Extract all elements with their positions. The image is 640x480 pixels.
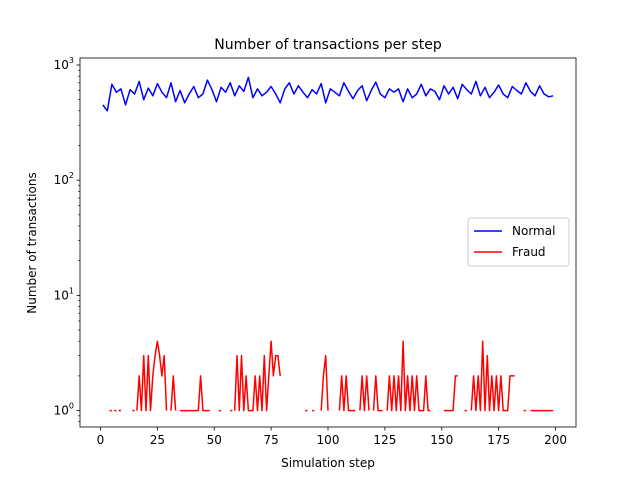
chart-title: Number of transactions per step xyxy=(214,37,442,53)
legend-box xyxy=(467,217,570,267)
x-tick-label: 175 xyxy=(487,433,510,447)
y-axis-label: Number of transactions xyxy=(25,172,39,313)
series-fraud-line-13 xyxy=(338,375,356,412)
series-fraud-line-9 xyxy=(233,340,281,412)
legend-fraud-label: Fraud xyxy=(512,245,546,259)
y-tick-label: 103 xyxy=(54,56,74,72)
series-fraud-line-6 xyxy=(180,375,210,412)
x-tick-label: 125 xyxy=(373,433,396,447)
x-tick-label: 100 xyxy=(317,433,340,447)
y-tick-label: 100 xyxy=(54,402,74,418)
series-fraud-line-17 xyxy=(444,375,458,412)
x-axis-label: Simulation step xyxy=(281,456,375,470)
y-tick-label: 102 xyxy=(54,171,74,187)
series-fraud-line-5 xyxy=(170,375,177,411)
x-tick-label: 200 xyxy=(544,433,567,447)
x-tick-label: 0 xyxy=(97,433,105,447)
legend-normal-label: Normal xyxy=(512,224,555,238)
series-fraud-line-16 xyxy=(386,340,431,412)
x-tick-label: 50 xyxy=(207,433,222,447)
series-fraud-line-4 xyxy=(136,340,168,412)
series-normal-line xyxy=(102,76,554,112)
x-tick-label: 75 xyxy=(263,433,278,447)
x-tick-label: 25 xyxy=(150,433,165,447)
legend: Normal Fraud xyxy=(467,217,570,267)
series-fraud-line-12 xyxy=(320,354,329,411)
y-tick-label: 101 xyxy=(54,286,74,302)
plot-area: 0 25 50 75 100 125 150 175 200 100 101 102 103 xyxy=(54,56,577,447)
series-fraud-line-14 xyxy=(359,375,370,412)
series-fraud-line-15 xyxy=(372,375,383,412)
series-fraud-line-19 xyxy=(470,340,515,412)
x-tick-label: 150 xyxy=(430,433,453,447)
